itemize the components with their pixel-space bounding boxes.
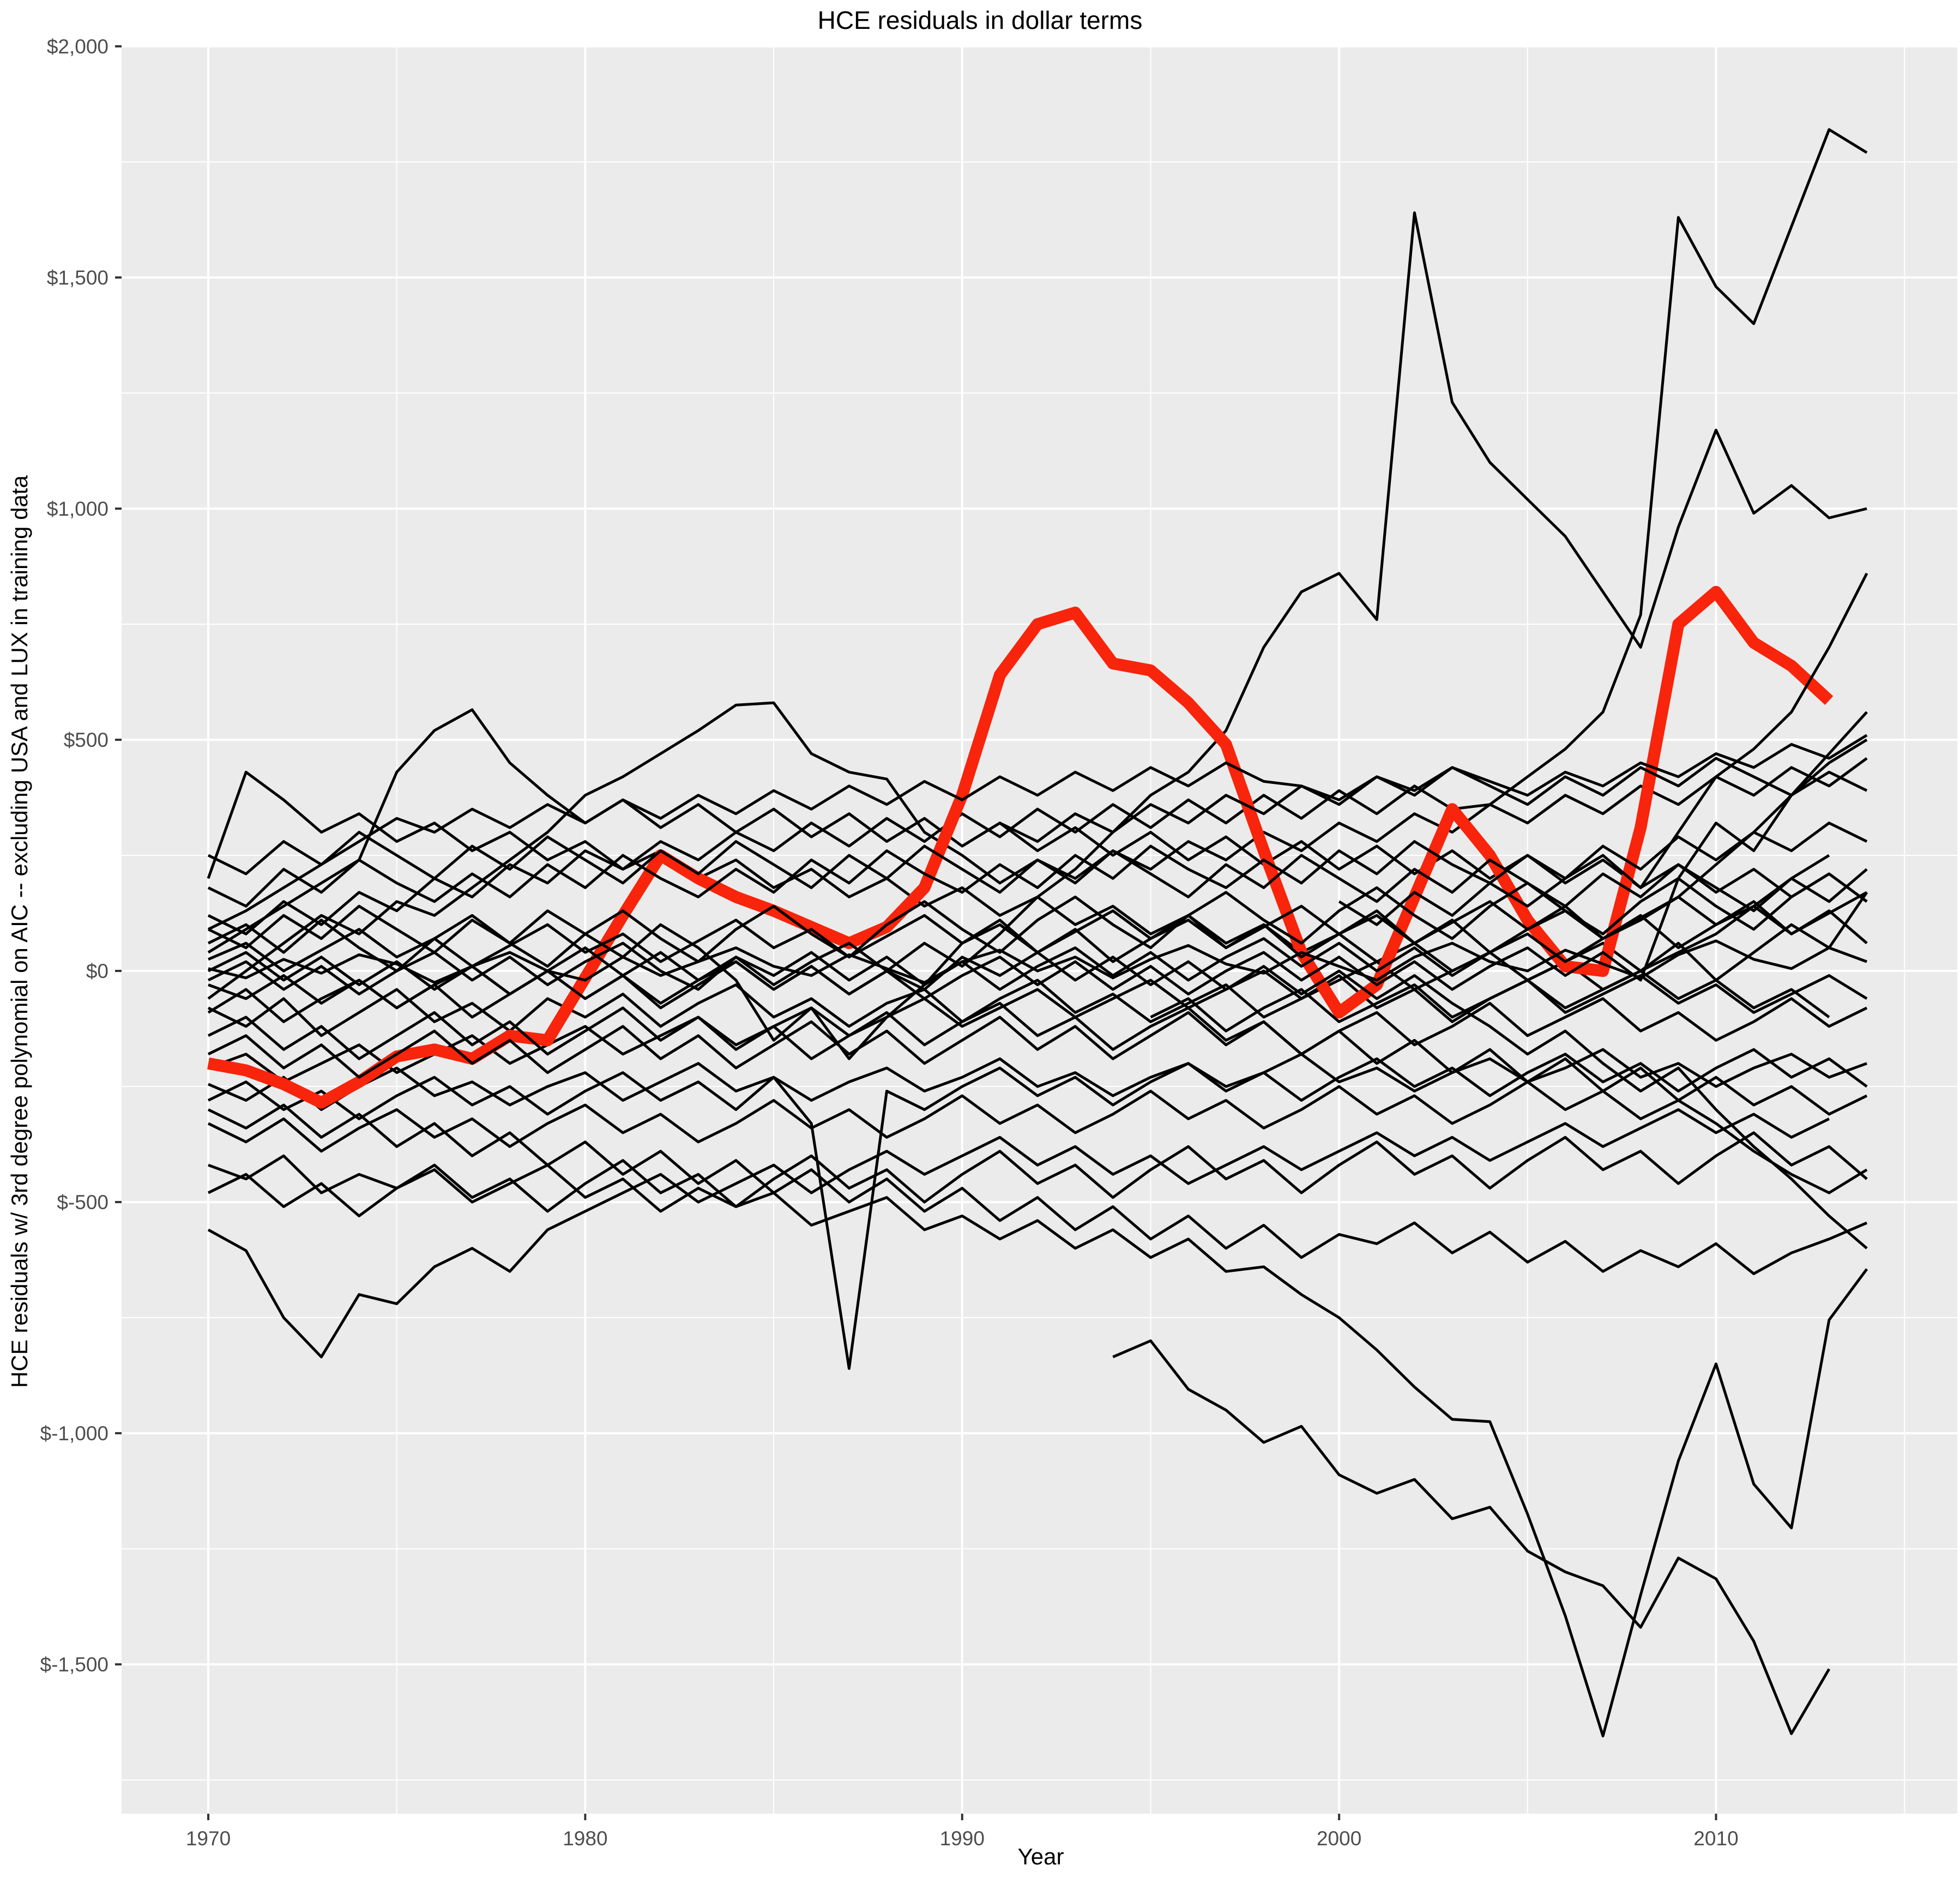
y-tick-label: $1,500 [47,267,108,289]
series-group [207,128,1868,1737]
axes: $2,000 $1,500 $1,000 $500 $0 $-500 $-1,000 $-1,… [40,35,1739,1850]
series-line-series-19 [207,1076,1868,1153]
x-tick-label: 2000 [1317,1827,1361,1850]
series-line-series-23 [207,831,1868,913]
series-line-series-24 [207,711,1868,995]
series-line-series-30 [1338,572,1868,926]
y-tick-label: $2,000 [47,35,108,58]
y-axis-title: HCE residuals w/ 3rd degree polynomial o… [7,475,32,1388]
series-line-series-01 [207,128,1868,935]
panel-background [122,46,1957,1814]
y-tick-label: $0 [86,960,108,982]
series-line-series-15 [208,939,1867,984]
y-tick-label: $-500 [57,1191,108,1213]
y-tick-label: $-1,500 [40,1653,109,1676]
series-line-series-12 [207,974,1868,1037]
y-tick-label: $1,000 [47,498,108,520]
series-line-series-18 [207,734,1868,931]
y-tick-label: $-1,000 [40,1422,109,1445]
series-line-series-17 [207,822,1868,908]
series-line-series-09 [207,708,1868,954]
series-line-series-28 [207,1011,1868,1194]
series-line-series-26 [1150,891,1868,1032]
series-line-series-27 [961,757,1868,848]
x-tick-label: 1970 [186,1827,231,1850]
chart-title: HCE residuals in dollar terms [817,6,1143,34]
x-tick-label: 1980 [563,1827,607,1850]
series-line-series-25 [207,1103,1868,1275]
x-tick-label: 1990 [940,1827,985,1850]
x-axis-title: Year [1017,1844,1064,1869]
series-line-series-16 [207,997,1868,1060]
series-line-series-21 [207,1131,1868,1217]
series-line-series-06 [207,1048,1868,1370]
series-line-series-04 [208,1154,1868,1737]
series-line-series-11 [208,1048,1867,1111]
series-line-series-29 [207,872,1868,973]
series-line-series-03 [1112,1339,1831,1735]
x-tick-label: 2010 [1693,1827,1738,1850]
series-line-series-22 [207,941,1868,1249]
series-line-series-05 [207,1108,1830,1358]
y-tick-label: $500 [64,729,108,751]
